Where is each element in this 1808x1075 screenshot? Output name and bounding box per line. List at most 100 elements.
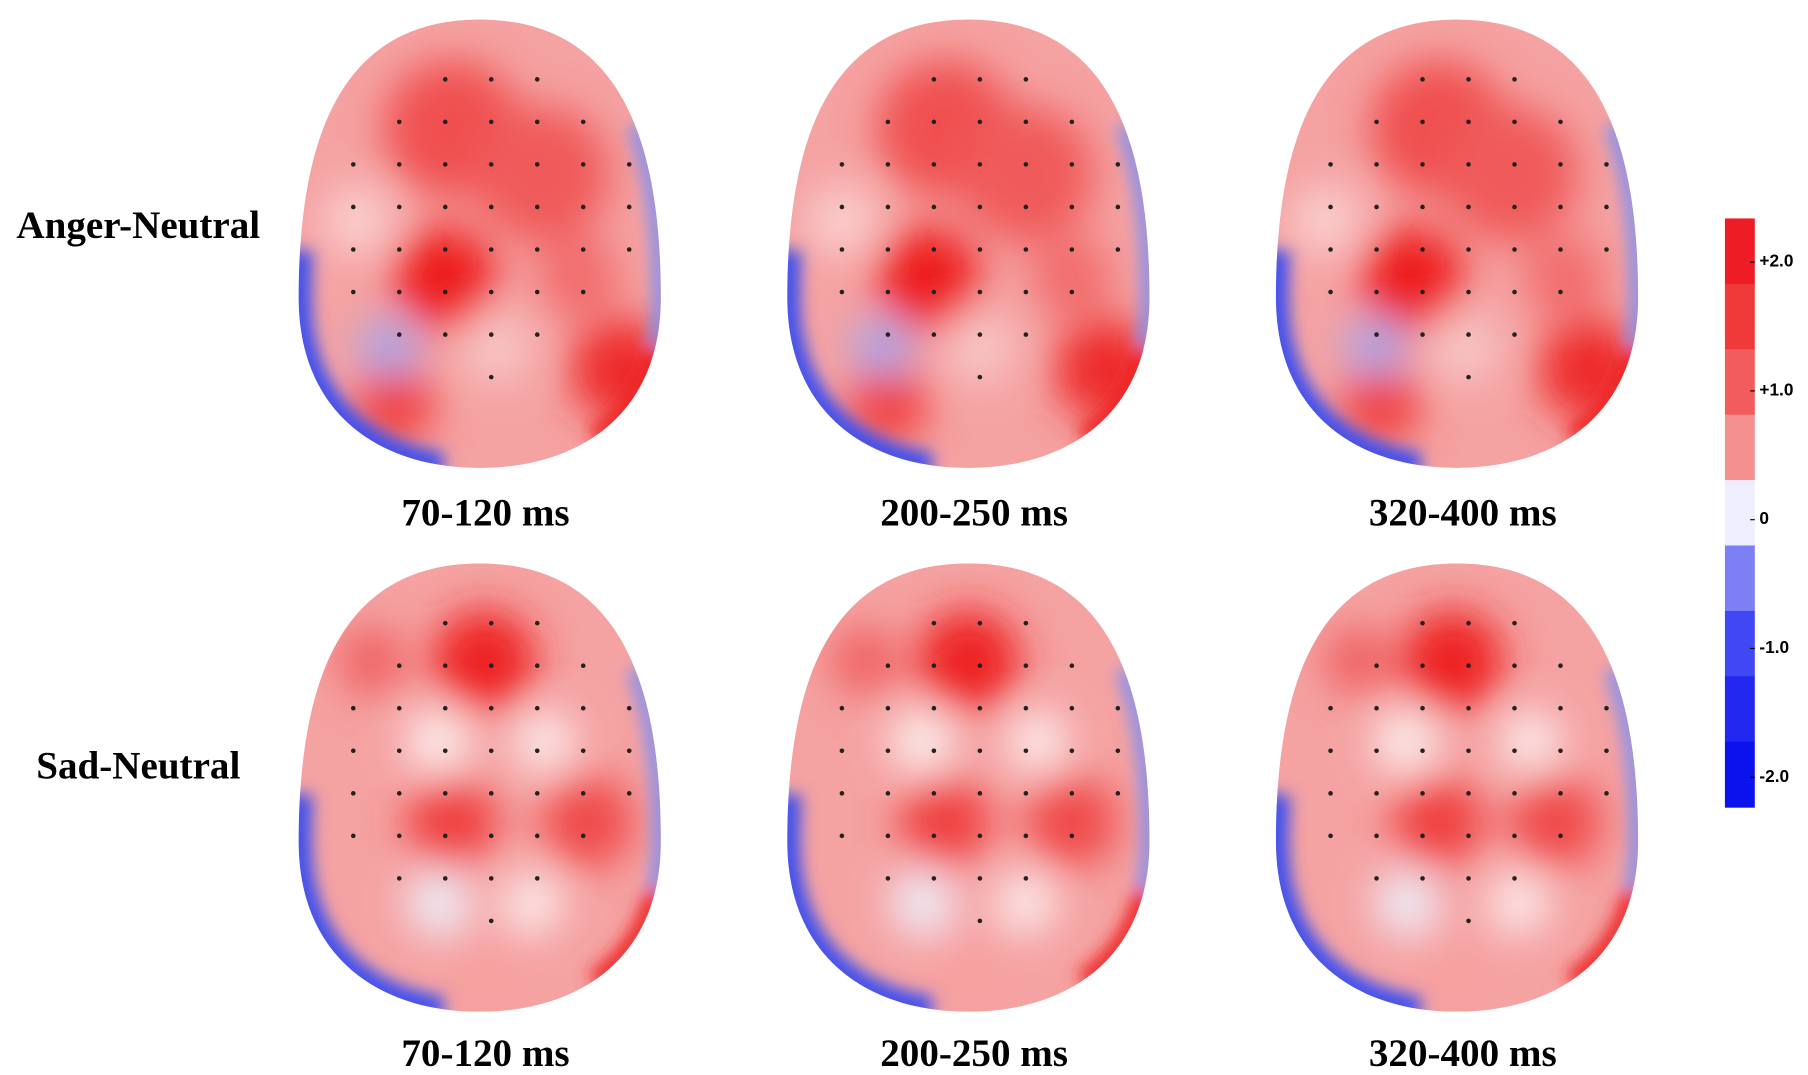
electrode [350, 791, 356, 796]
electrode [626, 791, 632, 796]
electrode [977, 247, 983, 252]
electrode [1374, 162, 1379, 167]
electrodes [1328, 77, 1609, 380]
electrode [488, 119, 494, 125]
electrode [1374, 289, 1379, 295]
electrode [1512, 620, 1517, 626]
activity [337, 609, 634, 1012]
electrode [1374, 791, 1379, 796]
electrode [1374, 876, 1379, 881]
electrode [1420, 705, 1425, 711]
electrode [1420, 620, 1425, 626]
electrode [1328, 748, 1333, 754]
electrode [1328, 162, 1333, 167]
electrode [885, 705, 891, 711]
electrode [977, 705, 983, 711]
electrode [1069, 119, 1075, 125]
electrode [1023, 162, 1029, 167]
electrode [1328, 791, 1333, 796]
electrode [931, 705, 937, 711]
electrode [1023, 663, 1029, 668]
electrode [839, 247, 845, 252]
electrode [1466, 918, 1471, 924]
electrode [534, 119, 540, 125]
electrode [396, 332, 402, 337]
blob [1340, 364, 1422, 445]
electrode [885, 119, 891, 125]
electrode [1512, 876, 1517, 881]
electrode [1512, 663, 1517, 668]
edge-blue [1275, 563, 1639, 1012]
electrode [1558, 748, 1563, 754]
blob [1323, 626, 1393, 696]
electrode [931, 247, 937, 252]
electrode [580, 204, 586, 210]
electrode [1023, 833, 1029, 839]
electrode [1420, 791, 1425, 796]
edge [787, 19, 1150, 468]
colorbar-tick-label: -1.0 [1759, 637, 1789, 657]
electrode [885, 247, 891, 252]
row-label: Anger-Neutral [16, 204, 260, 247]
electrode [1023, 289, 1029, 295]
electrode [1512, 247, 1517, 252]
electrode [488, 204, 494, 210]
electrodes [839, 77, 1121, 380]
blob [1400, 609, 1505, 713]
electrode [1512, 748, 1517, 754]
electrode [977, 204, 983, 210]
electrode [626, 748, 632, 754]
electrode [931, 77, 937, 82]
edge-blue [1275, 19, 1639, 468]
electrode [1023, 748, 1029, 754]
electrode [534, 162, 540, 167]
electrode [626, 705, 632, 711]
electrode [839, 289, 845, 295]
electrode [1023, 705, 1029, 711]
electrode [1466, 204, 1471, 210]
electrode [1466, 162, 1471, 167]
electrode [1512, 77, 1517, 82]
edge [1275, 19, 1639, 468]
electrode [1374, 663, 1379, 668]
electrode [1069, 247, 1075, 252]
blob [995, 872, 1056, 933]
electrode [442, 77, 448, 82]
blob [323, 186, 393, 256]
electrode [1466, 791, 1471, 796]
topomap [298, 563, 661, 1012]
electrode [626, 204, 632, 210]
blob [890, 709, 955, 774]
electrode [488, 748, 494, 754]
electrode [885, 663, 891, 668]
edge [298, 19, 661, 468]
electrode [580, 748, 586, 754]
electrode [1328, 833, 1333, 839]
colorbar-tick-label: +2.0 [1759, 251, 1793, 271]
electrode [488, 162, 494, 167]
electrode [839, 791, 845, 796]
electrode [1420, 833, 1425, 839]
electrode [885, 162, 891, 167]
colorbar-tick-label: -2.0 [1759, 766, 1789, 786]
blob [922, 925, 1015, 1012]
electrode [1604, 705, 1609, 711]
colorbar-bin [1724, 741, 1755, 808]
electrode [1512, 833, 1517, 839]
electrode [1374, 748, 1379, 754]
blob [1509, 776, 1602, 869]
electrode [839, 705, 845, 711]
blob [1406, 925, 1499, 1012]
electrode [1328, 204, 1333, 210]
electrode [1069, 204, 1075, 210]
blob [1429, 312, 1499, 382]
panel-label: 320-400 ms [1369, 491, 1557, 534]
electrode [1512, 119, 1517, 125]
electrode [1466, 620, 1471, 626]
activity [830, 609, 1118, 1012]
electrode [396, 204, 402, 210]
electrode [931, 663, 937, 668]
edge [298, 563, 661, 1012]
electrode [534, 705, 540, 711]
blob [956, 105, 1095, 244]
